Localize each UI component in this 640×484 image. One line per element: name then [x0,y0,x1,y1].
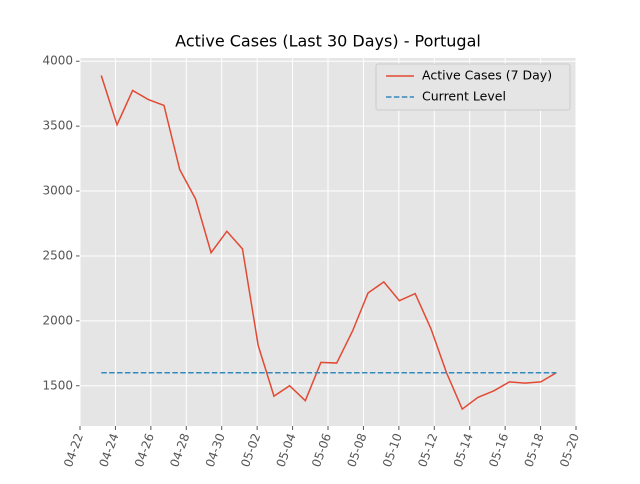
legend-box [375,63,571,111]
x-tick-label: 04-22 [61,431,86,469]
data-line [100,75,557,411]
y-tick-label: 2500 [42,248,73,262]
x-tick-label: 05-18 [522,431,547,469]
x-tick-label: 05-14 [451,431,476,469]
y-tick-label: 3500 [42,119,73,133]
x-tick-label: 04-28 [167,431,192,469]
x-tick-label: 05-20 [557,431,582,469]
y-tick-label: 1500 [42,378,73,392]
x-tick-label: 04-24 [96,431,121,469]
legend-label: Current Level [422,89,506,104]
chart-title: Active Cases (Last 30 Days) - Portugal [175,32,481,51]
x-tick-label: 05-04 [274,431,299,469]
x-tick-label: 05-06 [309,431,334,469]
y-tick-label: 2000 [42,313,73,327]
x-tick-label: 05-08 [344,431,369,469]
x-tick-label: 04-26 [132,431,157,469]
legend: Active Cases (7 Day) Current Level [375,63,571,111]
legend-label: Active Cases (7 Day) [422,68,552,83]
x-tick-label: 05-16 [486,431,511,469]
x-tick-label: 05-12 [415,431,440,469]
y-tick-label: 3000 [42,184,73,198]
x-tick-label: 05-02 [238,431,263,469]
y-tick-label: 4000 [42,54,73,68]
x-tick-label: 05-10 [380,431,405,469]
x-tick-label: 04-30 [203,431,228,469]
